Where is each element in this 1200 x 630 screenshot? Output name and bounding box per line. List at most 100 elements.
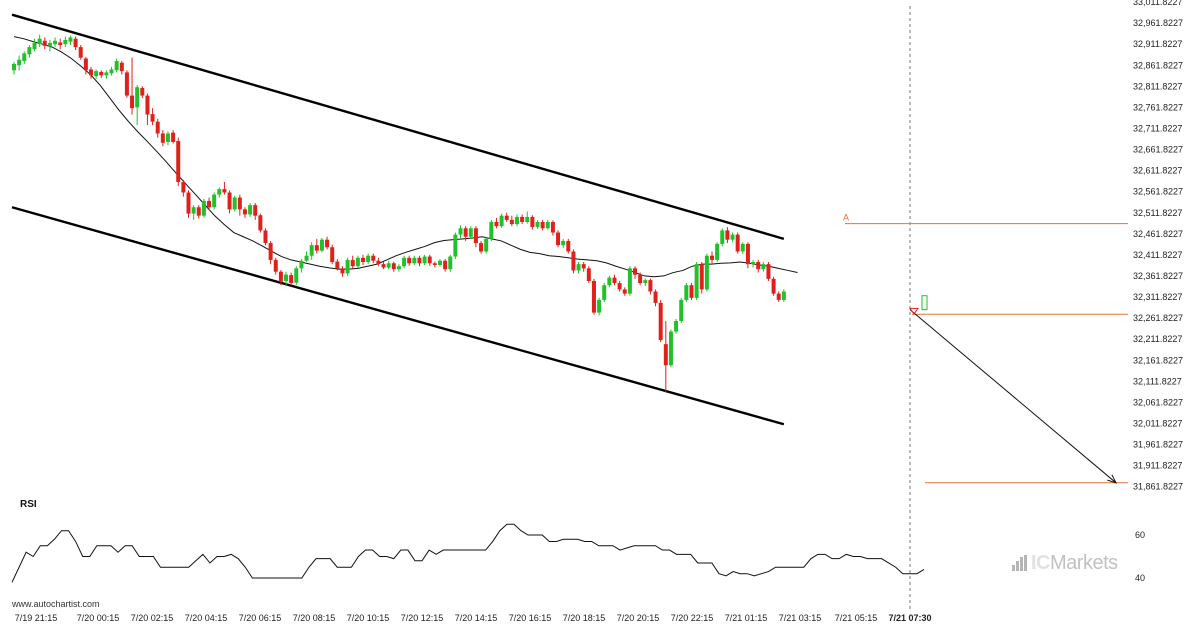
candle-bear [222, 189, 227, 193]
candle-bear [653, 291, 658, 303]
candle-bull [53, 40, 58, 45]
time-tick-label: 7/20 14:15 [455, 613, 498, 623]
candle-bull [396, 266, 401, 270]
price-tick-label: 32,211.8227 [1133, 334, 1182, 344]
candle-bull [561, 240, 566, 246]
candle-bear [155, 121, 160, 134]
candle-bear [725, 230, 730, 240]
candle-bear [278, 271, 283, 282]
candle-bear [473, 228, 478, 244]
candle-bull [761, 264, 766, 270]
candle-bull [109, 69, 114, 74]
price-tick-label: 32,761.8227 [1133, 102, 1183, 112]
candle-bull [32, 42, 37, 50]
candle-bull [294, 268, 299, 283]
candle-bull [47, 42, 52, 46]
candle-bull [12, 63, 16, 71]
candle-bull [514, 216, 519, 225]
candle-bull [309, 245, 314, 256]
candle-bull [448, 256, 453, 270]
channel-upper-line [11, 13, 785, 240]
candle-bear [622, 289, 627, 294]
logo-suffix: Markets [1050, 551, 1118, 574]
candle-bear [330, 247, 335, 263]
time-tick-label: 7/20 10:15 [347, 613, 390, 623]
candle-bear [181, 181, 186, 193]
candle-bull [345, 259, 350, 274]
candle-bull [458, 228, 463, 235]
candle-bear [586, 268, 591, 281]
candle-bear [556, 232, 561, 246]
logo-bars-icon [1012, 555, 1028, 571]
candle-bull [114, 61, 119, 71]
candle-bear [509, 219, 514, 225]
price-tick-label: 32,311.8227 [1133, 292, 1182, 302]
website-watermark: www.autochartist.com [12, 599, 100, 609]
candle-bull [165, 133, 170, 142]
candle-bear [186, 192, 191, 214]
candle-bull [525, 216, 530, 222]
candle-bear [124, 72, 129, 96]
candle-bear [391, 263, 396, 270]
level-a-marker: A [843, 213, 849, 223]
candle-bear [268, 243, 273, 260]
time-tick-label: 7/20 08:15 [293, 613, 336, 623]
candle-bear [196, 207, 201, 216]
price-tick-label: 31,861.8227 [1133, 482, 1183, 492]
candle-bull [366, 255, 371, 263]
candle-bear [494, 221, 499, 227]
candle-bull [607, 277, 612, 286]
time-tick-label: 7/20 18:15 [563, 613, 606, 623]
candle-bull [781, 291, 786, 300]
price-tick-label: 32,561.8227 [1133, 187, 1183, 197]
candle-bull [248, 205, 253, 215]
candle-bull [535, 221, 540, 228]
candle-bear [350, 259, 355, 267]
time-tick-label: 7/21 05:15 [835, 613, 878, 623]
candle-bear [540, 221, 545, 229]
candle-bear [463, 228, 468, 237]
entry-marker-icon [909, 307, 919, 315]
price-tick-label: 32,911.8227 [1133, 39, 1182, 49]
candle-bear [663, 344, 668, 366]
candle-bear [571, 251, 576, 271]
candle-bear [88, 69, 93, 76]
candle-bear [427, 256, 432, 264]
candle-bull [453, 234, 458, 257]
price-tick-label: 32,111.8227 [1133, 376, 1182, 386]
price-tick-label: 32,811.8227 [1133, 81, 1182, 91]
candle-bull [104, 72, 109, 76]
candle-bear [520, 216, 525, 222]
candle-bear [145, 95, 150, 115]
candle-bull [63, 39, 68, 45]
time-tick-label: 7/20 20:15 [617, 613, 660, 623]
candle-bull [751, 262, 756, 265]
candle-bull [284, 274, 289, 281]
candle-bull [694, 264, 699, 298]
candle-bull [232, 197, 237, 210]
candle-bull [422, 256, 427, 264]
price-tick-label: 32,611.8227 [1133, 166, 1182, 176]
price-tick-label: 32,861.8227 [1133, 60, 1183, 70]
price-tick-label: 32,161.8227 [1133, 355, 1183, 365]
candle-bull [576, 264, 581, 271]
candle-bull [22, 53, 27, 62]
candle-bear [633, 268, 638, 275]
candle-bear [417, 257, 422, 264]
price-tick-label: 33,011.8227 [1133, 0, 1182, 7]
candle-bear [617, 283, 622, 290]
candle-bear [160, 133, 165, 143]
candle-bear [432, 263, 437, 265]
candle-bear [710, 255, 715, 260]
candle-bull [643, 280, 648, 284]
broker-logo: IC Markets [1012, 552, 1118, 574]
candle-bull [217, 189, 222, 195]
candle-bear [314, 245, 319, 251]
candle-bear [42, 40, 47, 46]
candle-bear [242, 209, 247, 215]
candle-bear [371, 255, 376, 261]
candle-bear [171, 132, 176, 142]
price-tick-label: 32,661.8227 [1133, 145, 1183, 155]
candle-bear [381, 264, 386, 268]
